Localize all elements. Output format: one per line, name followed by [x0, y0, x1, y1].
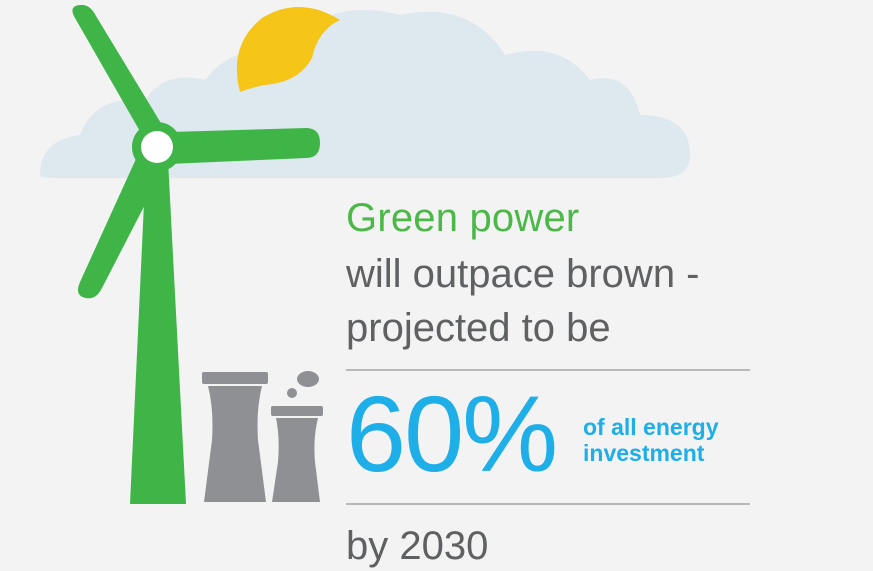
headline-green-text: Green power — [346, 196, 580, 240]
divider-top — [346, 369, 750, 371]
factory-icon — [202, 371, 323, 502]
stat-value: 60% — [346, 373, 558, 494]
wind-turbine-icon — [72, 4, 320, 504]
sun-icon — [236, 6, 340, 93]
stat-note-line-2: investment — [583, 440, 705, 466]
divider-bottom — [346, 503, 750, 505]
footer-text: by 2030 — [346, 524, 489, 568]
stat-note-line-1: of all energy — [583, 414, 719, 440]
headline-line-1: will outpace brown - — [346, 252, 700, 296]
stat-note: of all energy investment — [583, 414, 718, 466]
headline-line-2: projected to be — [346, 306, 611, 350]
